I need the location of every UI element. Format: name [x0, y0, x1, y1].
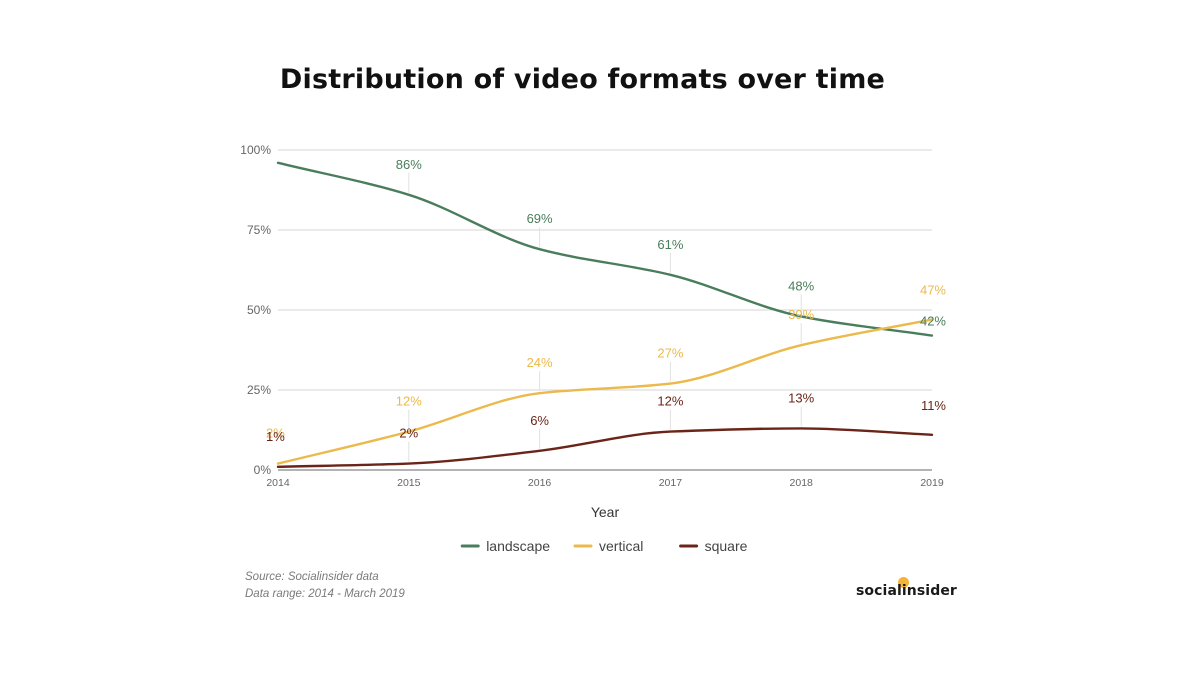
series-line-square	[276, 427, 934, 468]
y-tick-label: 100%	[240, 143, 271, 157]
x-axis-ticks: 2014 2015 2016 2017 2018 2019	[266, 477, 944, 489]
x-tick-label: 2017	[659, 477, 683, 489]
x-tick-label: 2019	[920, 477, 944, 489]
x-tick-label: 2018	[790, 477, 814, 489]
data-label-square: 1%	[266, 429, 285, 444]
series-line-vertical	[276, 318, 934, 465]
data-label-landscape: 86%	[396, 157, 422, 172]
legend-label-vertical: vertical	[599, 538, 643, 554]
x-tick-label: 2014	[266, 477, 290, 489]
x-tick-label: 2015	[397, 477, 421, 489]
legend-label-landscape: landscape	[486, 538, 550, 554]
data-label-square: 6%	[530, 413, 549, 428]
source-text: Source: Socialinsider data	[245, 571, 379, 583]
y-tick-label: 75%	[247, 223, 271, 237]
data-label-square: 12%	[657, 394, 683, 409]
brand-dot-icon	[898, 577, 909, 588]
data-label-square: 13%	[788, 390, 814, 405]
data-label-square: 2%	[399, 426, 418, 441]
y-tick-label: 50%	[247, 303, 271, 317]
gridlines	[278, 149, 932, 471]
legend-label-square: square	[705, 538, 748, 554]
data-label-vertical: 24%	[527, 355, 553, 370]
data-range-text: Data range: 2014 - March 2019	[245, 588, 405, 600]
source-note: Source: Socialinsider data Data range: 2…	[245, 569, 405, 603]
chart-title: Distribution of video formats over time	[279, 64, 886, 95]
data-label-square: 11%	[921, 398, 946, 413]
legend: landscape vertical square	[460, 538, 748, 554]
data-label-landscape: 61%	[657, 237, 683, 252]
x-tick-label: 2016	[528, 477, 552, 489]
data-label-landscape: 42%	[920, 314, 946, 329]
data-label-vertical: 2%	[266, 426, 285, 441]
data-label-vertical: 47%	[920, 283, 946, 298]
data-label-vertical: 27%	[657, 346, 683, 361]
y-tick-label: 25%	[247, 383, 271, 397]
data-label-vertical: 12%	[396, 394, 422, 409]
y-axis-ticks: 0% 25% 50% 75% 100%	[240, 143, 271, 477]
data-label-landscape: 69%	[527, 211, 553, 226]
data-label-vertical: 39%	[788, 307, 814, 322]
brand-logo: socialinsider	[856, 583, 957, 599]
label-leader-lines	[408, 172, 802, 462]
x-axis-title: Year	[591, 504, 620, 520]
series-lines	[276, 161, 934, 468]
data-label-landscape: 48%	[788, 278, 814, 293]
y-tick-label: 0%	[254, 463, 272, 477]
data-labels: 86%69%61%48%42%2%12%24%27%39%47%1% 2%6%12…	[266, 157, 946, 444]
series-line-landscape	[276, 161, 934, 337]
